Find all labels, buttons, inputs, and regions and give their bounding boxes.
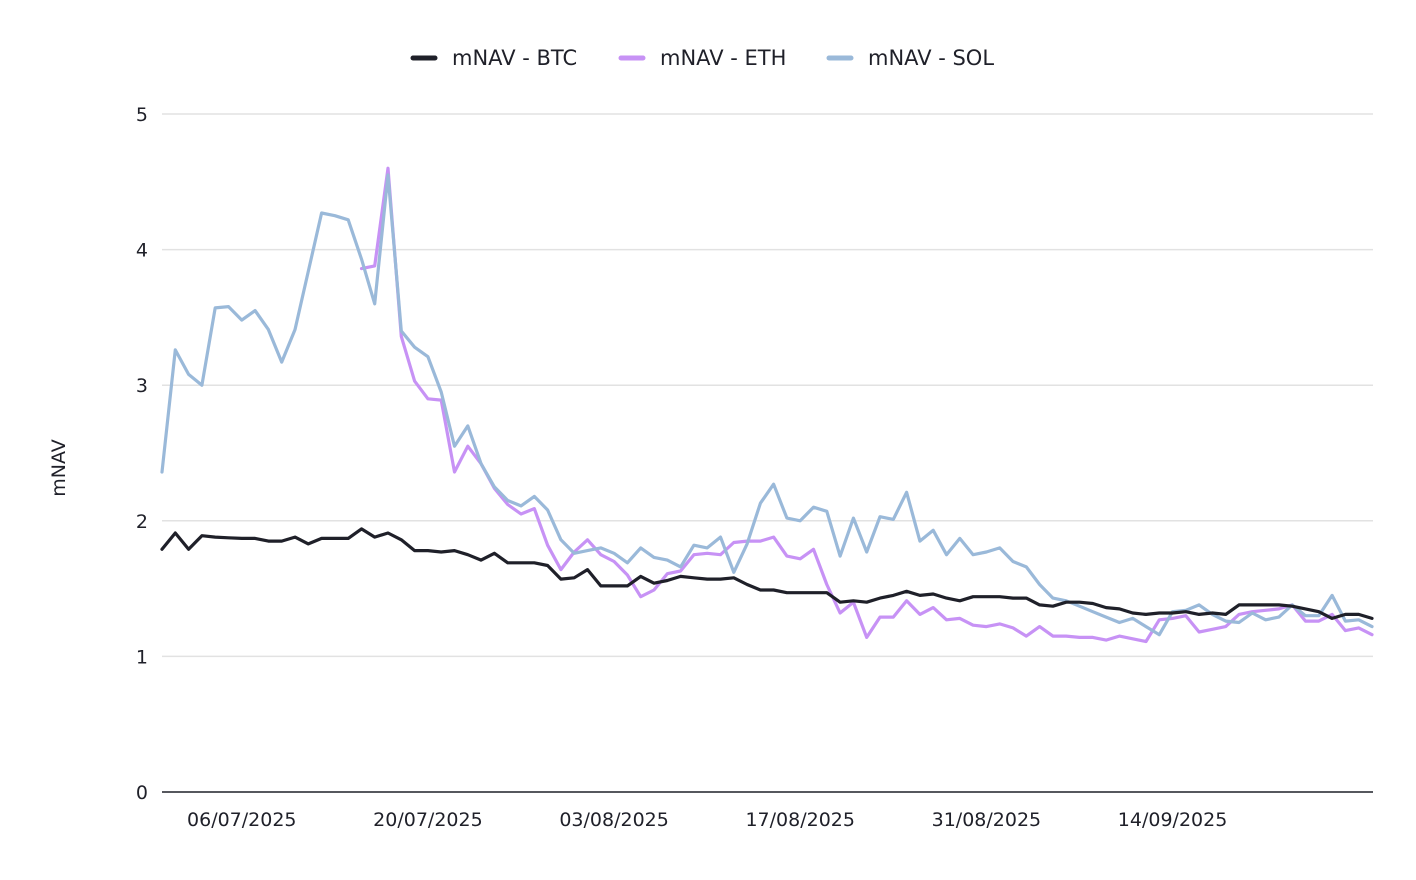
legend-item-btc[interactable]: mNAV - BTC: [410, 46, 577, 70]
legend-item-sol[interactable]: mNAV - SOL: [826, 46, 994, 70]
legend-item-eth[interactable]: mNAV - ETH: [618, 46, 786, 70]
y-tick-label: 2: [136, 511, 148, 533]
y-tick-label: 4: [136, 240, 148, 262]
x-tick-label: 06/07/2025: [187, 809, 297, 831]
gridlines: [162, 113, 1373, 658]
legend-label: mNAV - SOL: [868, 46, 994, 70]
x-tick-label: 31/08/2025: [932, 809, 1042, 831]
y-tick-label: 5: [136, 104, 148, 126]
x-tick-label: 17/08/2025: [745, 809, 855, 831]
y-tick-label: 1: [136, 646, 148, 668]
y-tick-label: 3: [136, 375, 148, 397]
series-line-btc: [160, 527, 1374, 620]
y-axis-ticks: 0 1 2 3 4 5: [136, 104, 148, 804]
legend-label: mNAV - ETH: [660, 46, 786, 70]
x-tick-label: 14/09/2025: [1118, 809, 1228, 831]
legend: mNAV - BTC mNAV - ETH mNAV - SOL: [410, 46, 994, 70]
series-line-sol: [160, 173, 1374, 637]
x-axis-ticks: 06/07/2025 20/07/2025 03/08/2025 17/08/2025…: [187, 809, 1227, 831]
legend-label: mNAV - BTC: [452, 46, 577, 70]
y-tick-label: 0: [136, 782, 148, 804]
series-line-eth: [359, 166, 1374, 644]
y-axis-label: mNAV: [48, 439, 70, 497]
series-group: [160, 166, 1374, 644]
x-tick-label: 03/08/2025: [559, 809, 669, 831]
x-tick-label: 20/07/2025: [373, 809, 483, 831]
